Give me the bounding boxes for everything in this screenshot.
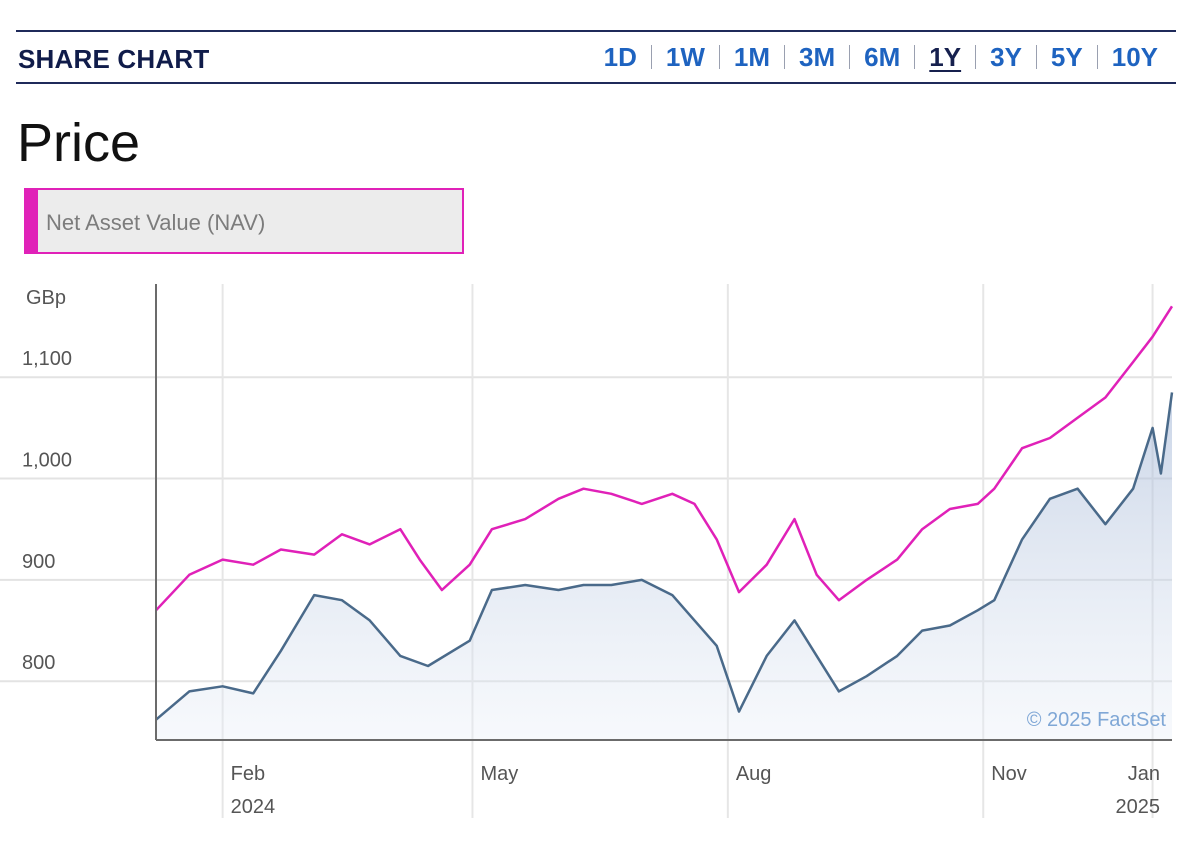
- nav-legend-toggle[interactable]: Net Asset Value (NAV): [24, 188, 464, 254]
- range-separator: [650, 45, 652, 69]
- range-selector: 1D 1W 1M 3M 6M 1Y 3Y 5Y 10Y: [590, 42, 1172, 72]
- range-1m[interactable]: 1M: [733, 42, 771, 72]
- y-tick-label: 1,100: [22, 348, 72, 370]
- x-tick-year-label: 2025: [1116, 796, 1161, 818]
- x-tick-month-label: Aug: [736, 763, 772, 785]
- range-separator: [914, 45, 916, 69]
- x-tick-year-label: 2024: [231, 796, 276, 818]
- y-tick-label: 800: [22, 652, 55, 674]
- price-chart: 800 900 1,000 1,100 GBp Feb 2024 May Aug Nov Jan 20…: [0, 284, 1174, 818]
- x-tick-month-label: May: [480, 763, 518, 785]
- range-1d[interactable]: 1D: [603, 42, 637, 72]
- price-title: Price: [17, 113, 141, 173]
- share-chart-title: SHARE CHART: [18, 44, 210, 74]
- nav-legend-label: Net Asset Value (NAV): [46, 210, 266, 235]
- range-separator: [718, 45, 720, 69]
- y-tick-label: 1,000: [22, 450, 72, 472]
- nav-legend-swatch: [26, 190, 38, 252]
- range-5y[interactable]: 5Y: [1050, 42, 1083, 72]
- range-6m[interactable]: 6M: [864, 42, 901, 72]
- y-axis-unit-label: GBp: [26, 287, 66, 309]
- price-series-line: [155, 392, 1174, 721]
- range-separator: [975, 45, 977, 69]
- x-tick-month-label: Nov: [991, 763, 1027, 785]
- range-separator: [784, 45, 786, 69]
- x-tick-month-label: Jan: [1128, 763, 1160, 785]
- y-tick-label: 900: [22, 551, 55, 573]
- factset-credit: © 2025 FactSet: [1027, 709, 1167, 731]
- range-3m[interactable]: 3M: [799, 42, 836, 72]
- range-1w[interactable]: 1W: [665, 42, 705, 72]
- range-1y[interactable]: 1Y: [929, 42, 962, 72]
- range-10y[interactable]: 10Y: [1111, 42, 1158, 72]
- range-separator: [1096, 45, 1098, 69]
- x-tick-month-label: Feb: [231, 763, 265, 785]
- range-separator: [1035, 45, 1037, 69]
- range-3y[interactable]: 3Y: [990, 42, 1022, 72]
- series-area-fill: [156, 392, 1172, 740]
- range-separator: [849, 45, 851, 69]
- nav-series-line: [155, 305, 1174, 612]
- share-chart-header: SHARE CHART 1D 1W 1M 3M 6M 1Y 3Y 5Y 10Y: [16, 30, 1176, 84]
